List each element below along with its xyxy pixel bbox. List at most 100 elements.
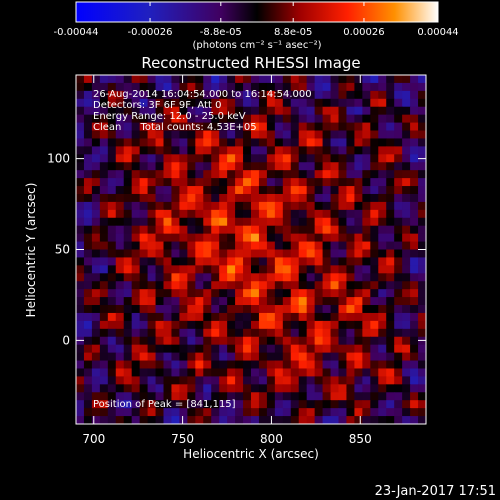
heatmap-cell — [123, 408, 133, 417]
heatmap-cell — [187, 193, 196, 203]
colorbar-tick-label: 0.00044 — [417, 27, 458, 38]
heatmap-cell — [163, 82, 172, 92]
heatmap-cell — [235, 289, 244, 298]
heatmap-cell — [251, 106, 260, 116]
heatmap-cell — [410, 241, 419, 250]
heatmap-cell — [274, 146, 284, 155]
heatmap-cell — [282, 162, 292, 171]
heatmap-cell — [338, 186, 347, 195]
heatmap-cell — [147, 289, 157, 298]
heatmap-cell — [171, 201, 180, 211]
heatmap-cell — [258, 193, 268, 203]
heatmap-cell — [418, 75, 426, 84]
heatmap-cell — [163, 249, 172, 258]
heatmap-cell — [115, 217, 125, 227]
heatmap-cell — [418, 312, 426, 322]
heatmap-cell — [274, 384, 284, 393]
heatmap-cell — [211, 289, 220, 298]
heatmap-cell — [314, 384, 324, 393]
heatmap-cell — [274, 297, 284, 306]
heatmap-cell — [76, 75, 85, 84]
heatmap-cell — [131, 162, 141, 171]
heatmap-cell — [251, 193, 260, 203]
heatmap-cell — [123, 225, 133, 235]
annotation-time-range: 26-Aug-2014 16:04:54.000 to 16:14:54.000 — [93, 89, 312, 100]
heatmap-cell — [235, 170, 244, 179]
heatmap-cell — [203, 241, 212, 250]
heatmap-cell — [362, 376, 371, 385]
heatmap-cell — [362, 320, 371, 330]
heatmap-cell — [266, 376, 276, 385]
heatmap-cell — [171, 360, 180, 369]
heatmap-cell — [155, 305, 164, 314]
heatmap-cell — [362, 249, 371, 258]
heatmap-cell — [386, 130, 395, 139]
heatmap-cell — [330, 106, 339, 116]
heatmap-cell — [370, 249, 379, 258]
heatmap-cell — [131, 178, 141, 187]
heatmap-cell — [338, 146, 347, 155]
heatmap-cell — [394, 312, 403, 322]
heatmap-cell — [139, 257, 149, 266]
heatmap-cell — [298, 106, 308, 116]
heatmap-cell — [243, 82, 252, 92]
heatmap-cell — [370, 336, 379, 346]
heatmap-cell — [354, 122, 363, 132]
heatmap-cell — [290, 162, 300, 171]
heatmap-cell — [187, 154, 196, 163]
heatmap-cell — [251, 289, 260, 298]
heatmap-cell — [227, 209, 236, 219]
heatmap-cell — [155, 193, 164, 203]
heatmap-cell — [386, 106, 395, 116]
heatmap-cell — [155, 249, 164, 258]
heatmap-cell — [354, 368, 363, 377]
colorbar — [75, 1, 439, 23]
heatmap-cell — [282, 186, 292, 195]
heatmap-cell — [274, 289, 284, 298]
heatmap-cell — [76, 170, 85, 179]
heatmap-cell — [354, 328, 363, 338]
heatmap-cell — [76, 360, 85, 369]
heatmap-cell — [123, 75, 133, 84]
heatmap-cell — [266, 257, 276, 266]
heatmap-cell — [354, 384, 363, 393]
heatmap-cell — [227, 114, 236, 124]
heatmap-cell — [139, 82, 149, 92]
peak-position-label: Position of Peak = [841,115] — [93, 399, 236, 410]
heatmap-cell — [155, 241, 164, 250]
heatmap-cell — [76, 178, 85, 187]
heatmap-cell — [402, 122, 411, 132]
heatmap-cell — [195, 146, 204, 155]
heatmap-cell — [115, 249, 125, 258]
heatmap-cell — [203, 114, 212, 124]
heatmap-cell — [274, 368, 284, 377]
heatmap-cell — [251, 360, 260, 369]
heatmap-cell — [290, 289, 300, 298]
heatmap-cell — [418, 98, 426, 108]
heatmap-cell — [306, 249, 316, 258]
heatmap-cell — [338, 281, 347, 290]
heatmap-cell — [123, 233, 133, 243]
heatmap-cell — [123, 416, 133, 424]
heatmap-cell — [306, 352, 316, 362]
heatmap-cell — [203, 392, 212, 401]
heatmap-cell — [107, 257, 117, 266]
heatmap-cell — [322, 320, 332, 330]
heatmap-cell — [338, 297, 347, 306]
heatmap-cell — [187, 297, 196, 306]
heatmap-cell — [115, 384, 125, 393]
heatmap-cell — [107, 106, 117, 116]
heatmap-cell — [123, 312, 133, 322]
heatmap-cell — [107, 408, 117, 417]
heatmap-cell — [266, 384, 276, 393]
heatmap-cell — [91, 257, 101, 266]
heatmap-cell — [394, 154, 403, 163]
heatmap-cell — [386, 90, 395, 100]
heatmap-cell — [370, 241, 379, 250]
heatmap-cell — [83, 249, 93, 258]
heatmap-cell — [219, 209, 228, 219]
heatmap-cell — [99, 82, 109, 92]
heatmap-cell — [378, 376, 387, 385]
heatmap-cell — [115, 154, 125, 163]
heatmap-cell — [187, 320, 196, 330]
